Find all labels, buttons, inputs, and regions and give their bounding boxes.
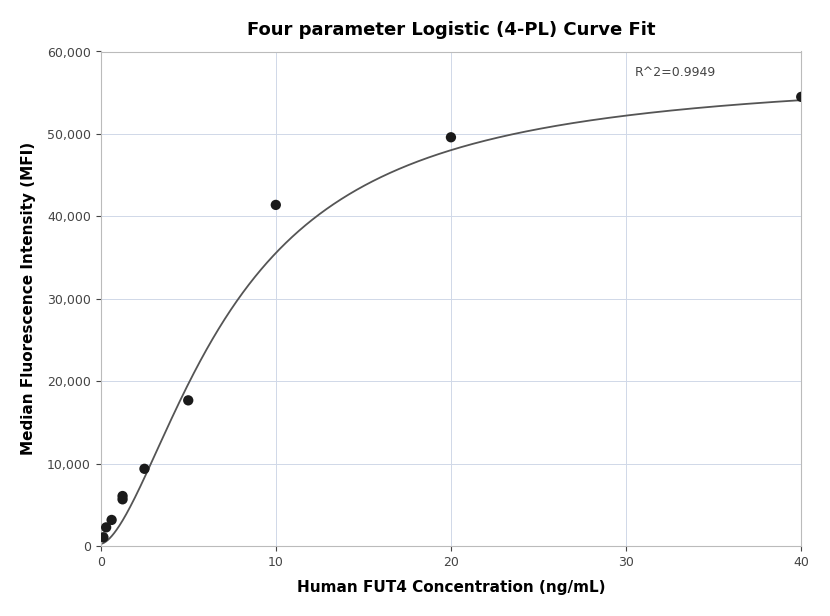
- X-axis label: Human FUT4 Concentration (ng/mL): Human FUT4 Concentration (ng/mL): [296, 580, 605, 595]
- Point: [116, 495, 129, 505]
- Point: [97, 532, 110, 542]
- Point: [794, 92, 808, 102]
- Point: [269, 200, 282, 210]
- Text: R^2=0.9949: R^2=0.9949: [635, 67, 716, 79]
- Point: [444, 132, 457, 142]
- Point: [138, 464, 151, 474]
- Y-axis label: Median Fluorescence Intensity (MFI): Median Fluorescence Intensity (MFI): [21, 142, 36, 455]
- Title: Four parameter Logistic (4-PL) Curve Fit: Four parameter Logistic (4-PL) Curve Fit: [247, 21, 655, 39]
- Point: [100, 522, 113, 532]
- Point: [116, 491, 129, 501]
- Point: [105, 515, 118, 525]
- Point: [182, 395, 195, 405]
